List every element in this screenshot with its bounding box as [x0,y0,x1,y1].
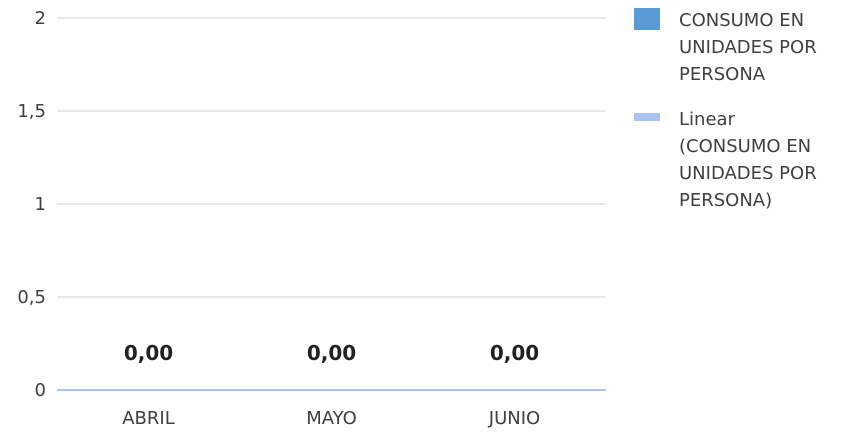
legend-text: CONSUMO EN [679,10,804,31]
legend-entry-series: CONSUMO EN UNIDADES POR PERSONA [634,8,817,85]
y-tick-label: 0 [35,380,46,401]
legend-text: PERSONA [679,64,766,85]
data-label: 0,00 [307,341,356,365]
y-tick-label: 1,5 [17,101,46,122]
x-category-label: JUNIO [488,408,540,429]
y-tick-label: 0,5 [17,287,46,308]
y-tick-label: 2 [35,8,46,29]
legend: CONSUMO EN UNIDADES POR PERSONA Linear (CONS… [634,8,817,211]
x-category-label: ABRIL [122,408,175,429]
data-label: 0,00 [124,341,173,365]
legend-text: UNIDADES POR [679,37,817,58]
legend-swatch [634,8,660,30]
legend-text: (CONSUMO EN [679,136,811,157]
x-category-label: MAYO [306,408,357,429]
legend-text: Linear [679,109,736,130]
y-tick-label: 1 [35,194,46,215]
gridlines [57,17,606,391]
data-label: 0,00 [490,341,539,365]
data-labels: 0,00 0,00 0,00 [124,341,539,365]
y-axis-tick-labels: 0 0,5 1 1,5 2 [17,8,46,401]
legend-entry-trendline: Linear (CONSUMO EN UNIDADES POR PERSONA) [634,109,817,211]
legend-text: PERSONA) [679,190,772,211]
x-axis-category-labels: ABRIL MAYO JUNIO [122,408,540,429]
legend-line-swatch [634,113,660,121]
legend-text: UNIDADES POR [679,163,817,184]
